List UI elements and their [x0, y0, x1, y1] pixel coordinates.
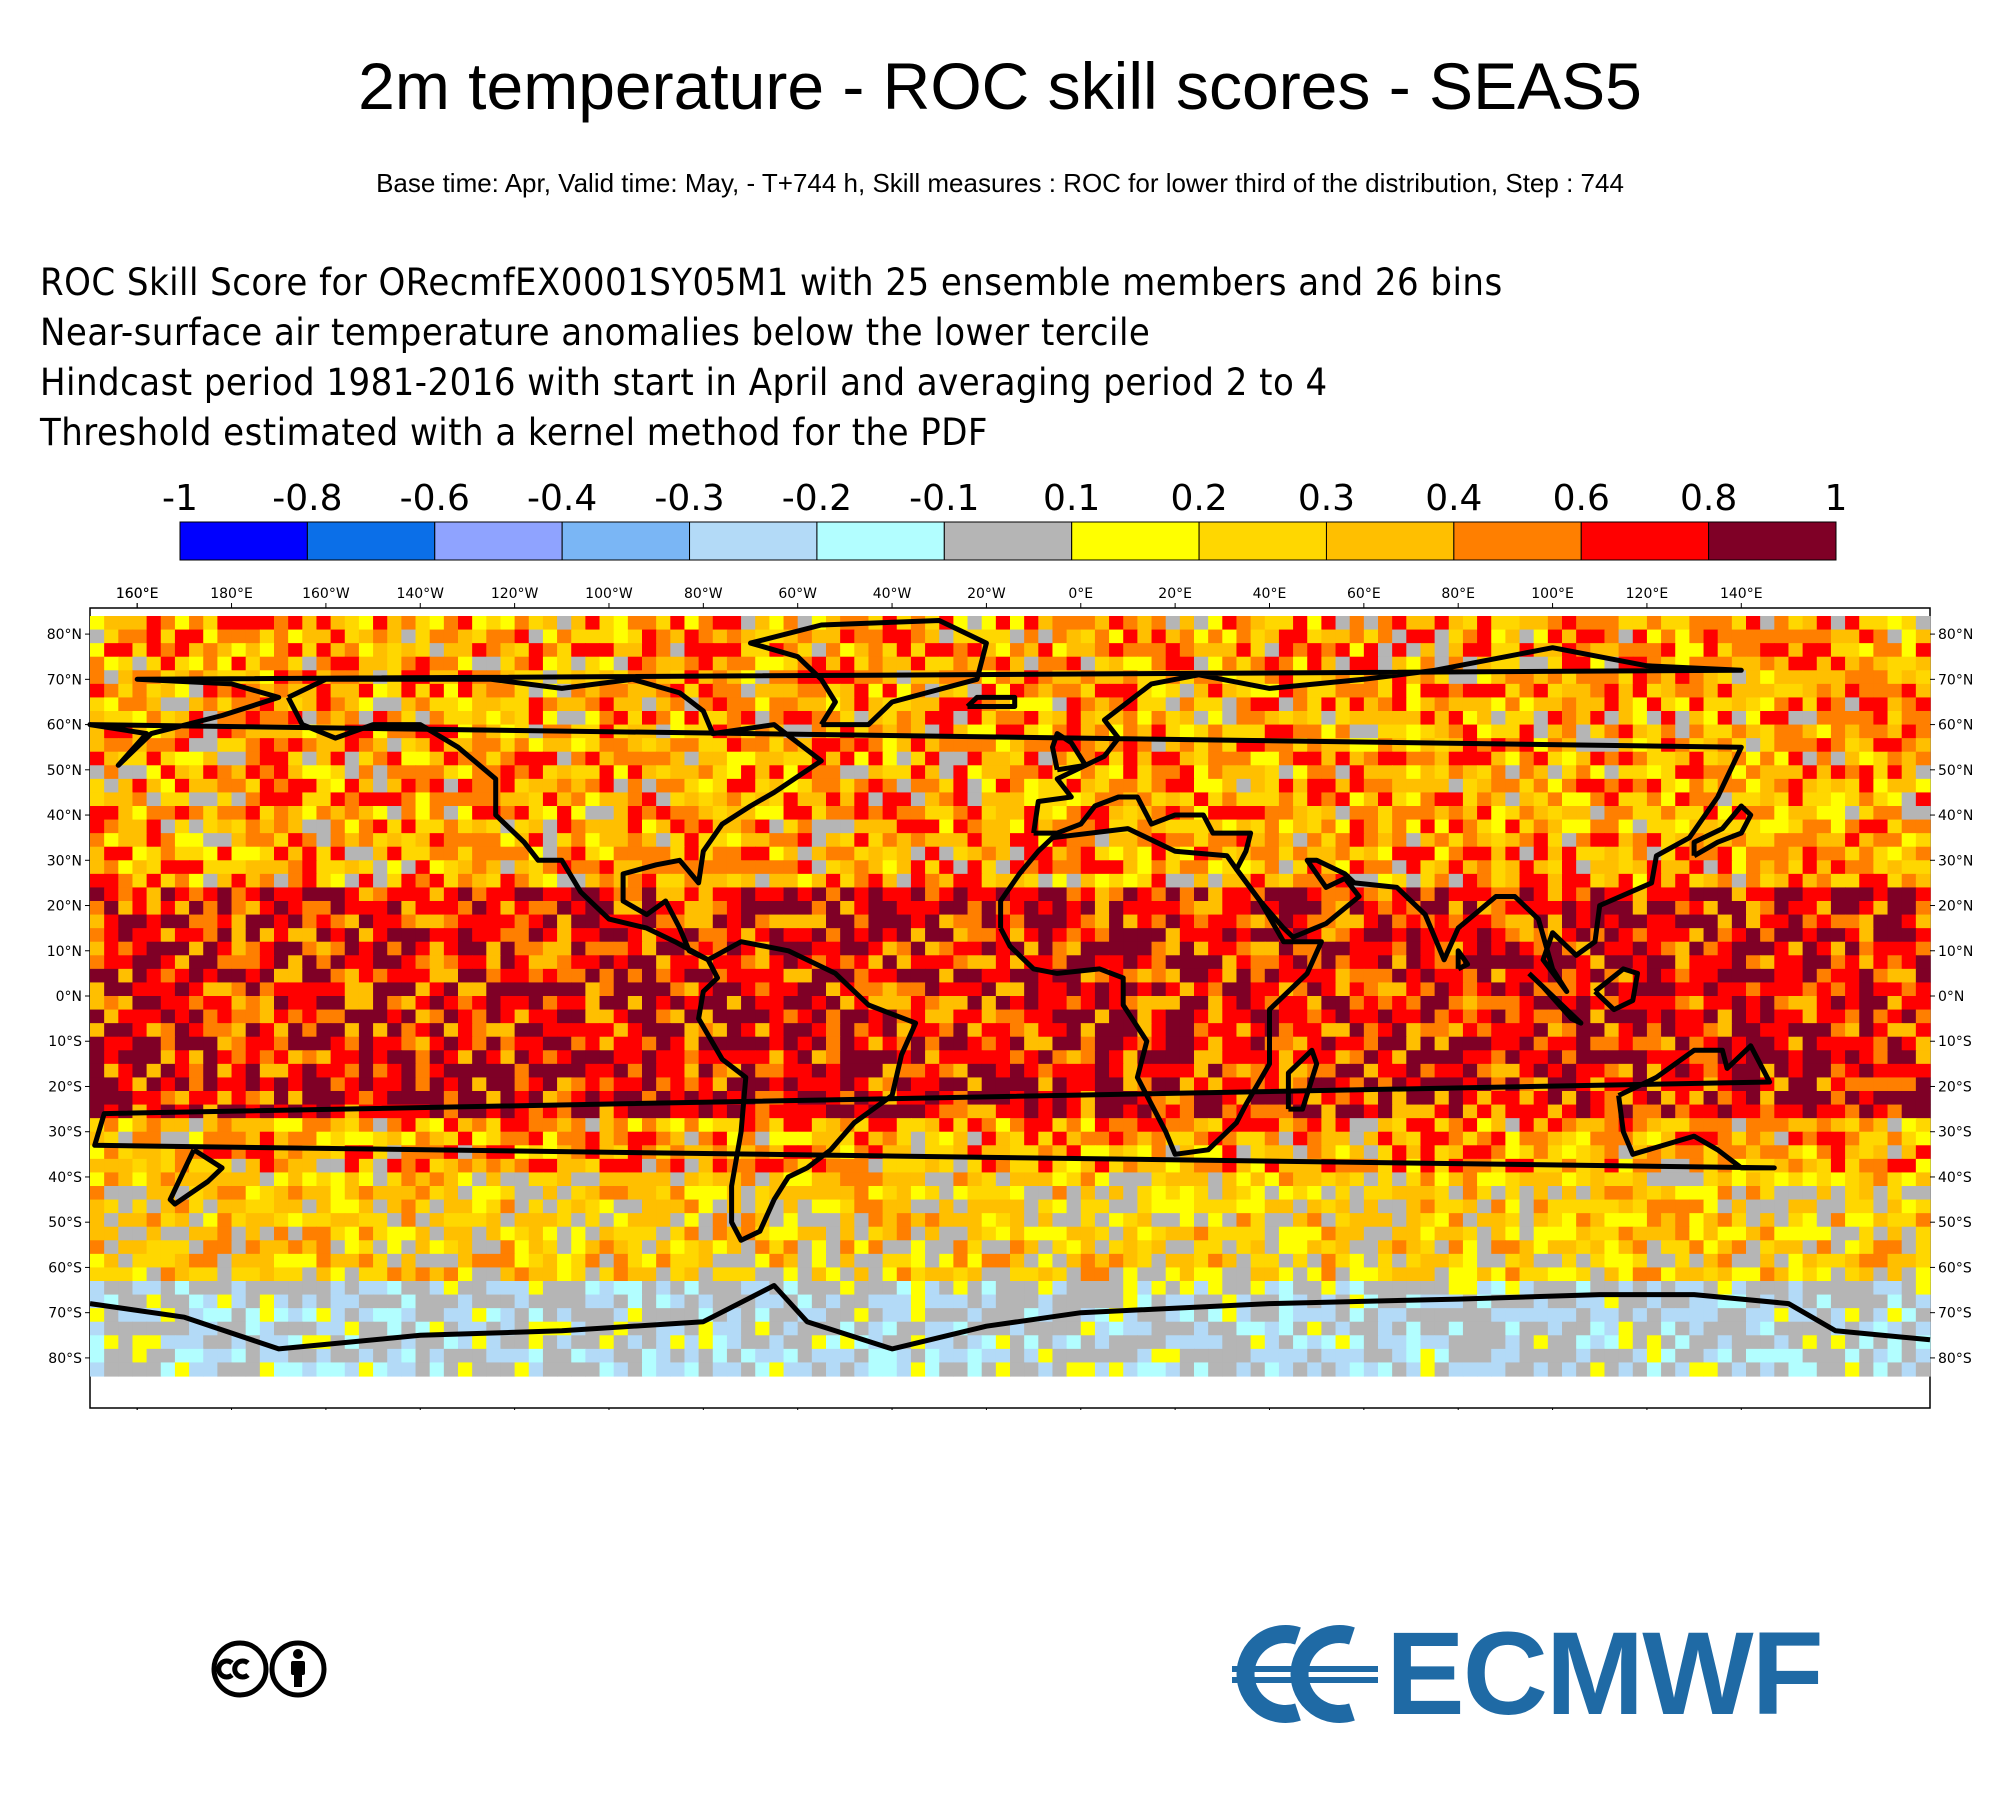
- lon-label-top: 0°E: [1068, 586, 1093, 602]
- description-block: ROC Skill Score for ORecmfEX0001SY05M1 w…: [40, 258, 1503, 458]
- legend-label: -0.3: [654, 478, 724, 519]
- legend-label: 0.8: [1680, 478, 1737, 519]
- legend-swatch: [1198, 521, 1327, 561]
- legend-swatch: [1071, 521, 1200, 561]
- lat-label-right: 20°S: [1938, 1079, 1972, 1095]
- lat-label-right: 0°N: [1938, 989, 1964, 1005]
- skill-score-map: 160°E160°E180°E180°E160°W160°W140°W140°W…: [47, 586, 1973, 1410]
- skill-field: [90, 616, 1931, 1377]
- lon-label-top: 80°W: [684, 586, 723, 602]
- lon-label-top: 160°E: [116, 586, 159, 602]
- lon-label-top: 80°E: [1441, 586, 1475, 602]
- legend-label: 0.3: [1298, 478, 1355, 519]
- lat-label-left: 30°S: [48, 1125, 82, 1141]
- legend-label: 0.2: [1170, 478, 1227, 519]
- lat-label-left: 60°N: [47, 718, 82, 734]
- legend-swatch: [434, 521, 563, 561]
- coastlines: [87, 618, 1931, 1352]
- lon-label-top: 160°W: [302, 586, 350, 602]
- legend-swatch: [689, 521, 818, 561]
- lat-label-right: 70°S: [1938, 1306, 1972, 1322]
- lat-label-left: 80°S: [48, 1351, 82, 1367]
- legend-label: -0.6: [400, 478, 470, 519]
- legend-swatch: [306, 521, 436, 561]
- lat-label-left: 40°S: [48, 1170, 82, 1186]
- lat-label-left: 30°N: [47, 853, 82, 869]
- lat-label-left: 70°N: [47, 672, 82, 688]
- lat-label-right: 50°S: [1938, 1215, 1972, 1231]
- lat-label-left: 20°S: [48, 1079, 82, 1095]
- lat-label-left: 40°N: [47, 808, 82, 824]
- lat-label-left: 50°N: [47, 763, 82, 779]
- legend-label: 0.4: [1425, 478, 1482, 519]
- lat-label-left: 20°N: [47, 899, 82, 915]
- lat-label-right: 60°N: [1938, 718, 1973, 734]
- lat-label-left: 0°N: [56, 989, 82, 1005]
- color-legend: -1 -0.8 -0.6 -0.4 -0.3 -0.2 -0.1 0.1 0.2 0.3 0.4 0.…: [162, 478, 1848, 561]
- lon-label-top: 120°E: [1626, 586, 1669, 602]
- lon-label-top: 140°W: [396, 586, 444, 602]
- lat-label-left: 70°S: [48, 1306, 82, 1322]
- map-subtitle: Base time: Apr, Valid time: May, - T+744…: [376, 168, 1624, 198]
- map-title: 2m temperature - ROC skill scores - SEAS…: [358, 49, 1642, 123]
- legend-label: -0.8: [272, 478, 342, 519]
- lon-label-top: 160°E: [116, 586, 159, 602]
- lat-label-right: 50°N: [1938, 763, 1973, 779]
- legend-label: -1: [162, 478, 198, 519]
- lat-label-right: 80°N: [1938, 627, 1973, 643]
- lon-label-top: 40°W: [873, 586, 912, 602]
- description-line-1: ROC Skill Score for ORecmfEX0001SY05M1 w…: [40, 261, 1503, 304]
- legend-swatch: [1708, 521, 1837, 561]
- lat-label-left: 10°N: [47, 944, 82, 960]
- lat-label-right: 20°N: [1938, 899, 1973, 915]
- lon-label-top: 20°W: [967, 586, 1006, 602]
- lat-label-right: 80°S: [1938, 1351, 1972, 1367]
- description-line-3: Hindcast period 1981-2016 with start in …: [40, 361, 1328, 404]
- description-line-2: Near-surface air temperature anomalies b…: [40, 311, 1151, 354]
- lat-label-right: 40°N: [1938, 808, 1973, 824]
- legend-label: 0.1: [1043, 478, 1100, 519]
- lat-label-left: 10°S: [48, 1034, 82, 1050]
- lon-label-top: 140°E: [1720, 586, 1763, 602]
- ecmwf-wordmark: ECMWF: [1386, 1608, 1824, 1740]
- lon-label-top: 180°E: [210, 586, 253, 602]
- legend-label: 0.6: [1553, 478, 1610, 519]
- lon-label-top: 100°E: [1531, 586, 1574, 602]
- lat-label-right: 10°N: [1938, 944, 1973, 960]
- lat-label-right: 40°S: [1938, 1170, 1972, 1186]
- legend-swatch: [561, 521, 691, 561]
- legend-label: -0.4: [527, 478, 597, 519]
- ecmwf-emblem-icon: [1232, 1625, 1378, 1723]
- lon-label-top: 20°E: [1158, 586, 1192, 602]
- legend-swatch: [1580, 521, 1710, 561]
- lat-label-right: 30°S: [1938, 1125, 1972, 1141]
- legend-label: 1: [1825, 478, 1848, 519]
- legend-swatch: [1325, 521, 1455, 561]
- legend-swatch: [816, 521, 945, 561]
- legend-swatch: [179, 521, 308, 561]
- lon-label-top: 40°E: [1253, 586, 1287, 602]
- lon-label-top: 100°W: [585, 586, 633, 602]
- lon-label-top: 60°E: [1347, 586, 1381, 602]
- cc-by-icon: [211, 1640, 327, 1698]
- legend-label: -0.1: [909, 478, 979, 519]
- lat-label-left: 80°N: [47, 627, 82, 643]
- lat-label-left: 60°S: [48, 1260, 82, 1276]
- description-line-4: Threshold estimated with a kernel method…: [40, 411, 988, 454]
- legend-label: -0.2: [782, 478, 852, 519]
- lat-label-left: 50°S: [48, 1215, 82, 1231]
- lat-label-right: 70°N: [1938, 672, 1973, 688]
- lon-label-top: 60°W: [778, 586, 817, 602]
- ecmwf-logo: ECMWF: [1230, 1608, 1824, 1740]
- legend-swatch: [943, 521, 1073, 561]
- lat-label-right: 10°S: [1938, 1034, 1972, 1050]
- legend-swatch: [1453, 521, 1582, 561]
- lon-label-top: 120°W: [491, 586, 539, 602]
- lat-label-right: 60°S: [1938, 1260, 1972, 1276]
- lat-label-right: 30°N: [1938, 853, 1973, 869]
